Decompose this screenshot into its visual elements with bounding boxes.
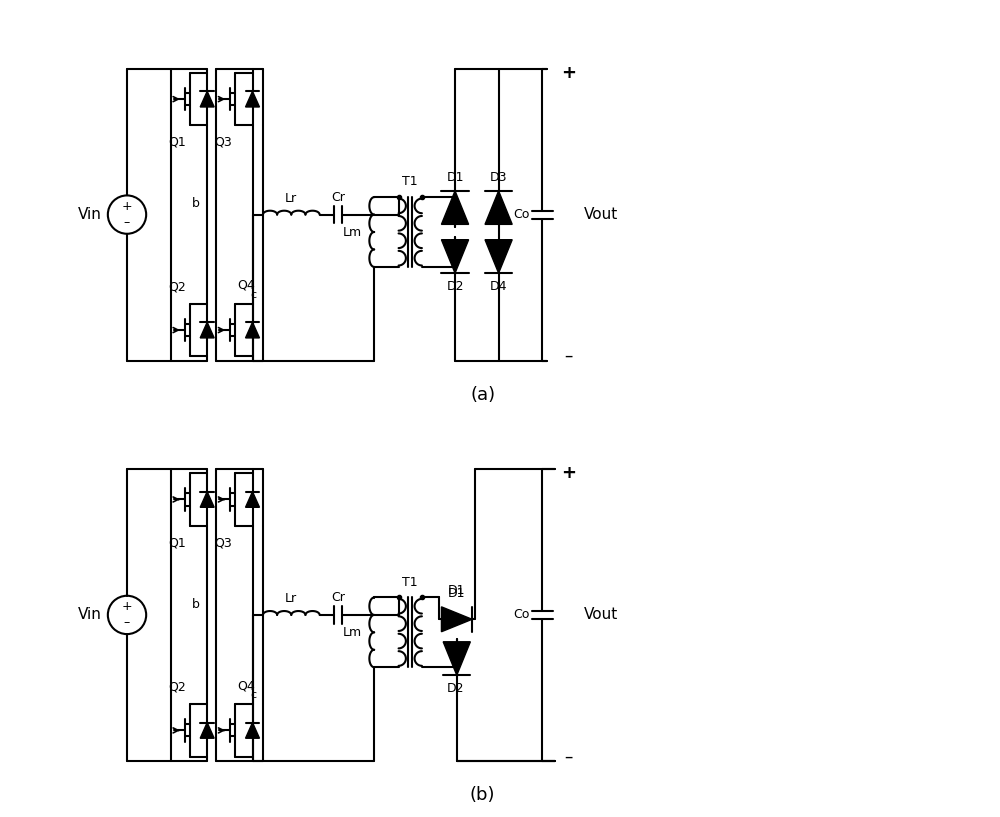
Polygon shape <box>200 722 214 739</box>
Text: Vin: Vin <box>78 207 102 222</box>
Text: Q1: Q1 <box>169 136 186 149</box>
Text: Vin: Vin <box>78 607 102 623</box>
Polygon shape <box>200 92 214 107</box>
Text: Co: Co <box>514 208 530 221</box>
Polygon shape <box>200 322 214 338</box>
Text: +: + <box>561 464 576 482</box>
Text: (b): (b) <box>470 787 495 805</box>
Text: Q3: Q3 <box>214 536 232 549</box>
Text: Co: Co <box>514 609 530 622</box>
Polygon shape <box>441 607 472 632</box>
Text: D1: D1 <box>448 587 466 600</box>
Text: –: – <box>564 748 573 766</box>
Text: T1: T1 <box>402 176 418 189</box>
Text: –: – <box>564 347 573 365</box>
Polygon shape <box>485 239 512 273</box>
Polygon shape <box>200 492 214 507</box>
Text: c: c <box>251 289 257 300</box>
Text: T1: T1 <box>402 576 418 589</box>
Text: Q4: Q4 <box>237 679 255 692</box>
Text: D2: D2 <box>446 682 464 695</box>
Text: –: – <box>124 217 130 229</box>
Polygon shape <box>246 92 259 107</box>
Text: D1: D1 <box>448 584 466 597</box>
Polygon shape <box>441 239 469 273</box>
Text: D1: D1 <box>446 171 464 184</box>
Text: Cr: Cr <box>331 191 345 204</box>
Text: Lr: Lr <box>285 592 297 605</box>
Text: +: + <box>122 200 132 213</box>
Text: +: + <box>561 64 576 82</box>
Text: b: b <box>192 197 200 210</box>
Text: Lm: Lm <box>343 225 362 239</box>
Polygon shape <box>443 642 470 675</box>
Polygon shape <box>246 322 259 338</box>
Text: D2: D2 <box>446 280 464 293</box>
Polygon shape <box>485 191 512 225</box>
Text: –: – <box>124 617 130 629</box>
Text: (a): (a) <box>470 386 495 404</box>
Text: D3: D3 <box>490 171 507 184</box>
Text: Q4: Q4 <box>237 279 255 292</box>
Text: c: c <box>251 690 257 700</box>
Text: D4: D4 <box>490 280 507 293</box>
Polygon shape <box>246 492 259 507</box>
Text: Q1: Q1 <box>169 536 186 549</box>
Text: Vout: Vout <box>584 607 618 623</box>
Text: Lr: Lr <box>285 192 297 205</box>
Text: +: + <box>122 600 132 614</box>
Polygon shape <box>441 191 469 225</box>
Text: Q2: Q2 <box>169 280 186 293</box>
Text: b: b <box>192 597 200 610</box>
Text: Lm: Lm <box>343 626 362 639</box>
Text: Q2: Q2 <box>169 681 186 694</box>
Text: Cr: Cr <box>331 592 345 605</box>
Text: Q3: Q3 <box>214 136 232 149</box>
Text: Vout: Vout <box>584 207 618 222</box>
Polygon shape <box>246 722 259 739</box>
